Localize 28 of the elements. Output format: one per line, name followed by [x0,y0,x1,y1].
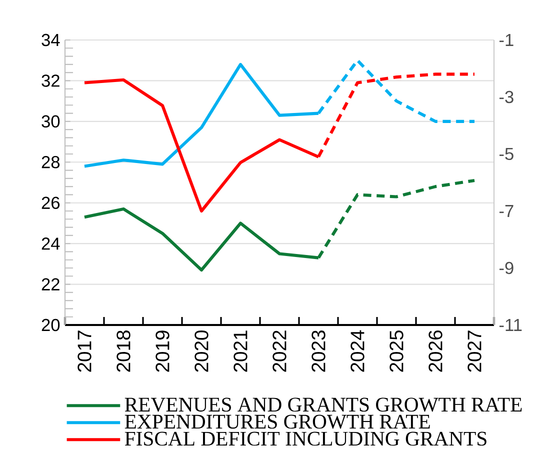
y2-tick-label: -3 [499,90,514,104]
y-tick-label: 22 [42,278,60,290]
x-tick-label: 2019 [156,330,170,372]
x-tick-label: 2024 [350,330,364,372]
legend-label: REVENUES AND GRANTS GROWTH RATE [124,398,522,412]
y-tick-label: 32 [42,74,60,87]
legend-label: EXPENDITURES GROWTH RATE [124,414,430,429]
y2-tick-label: -7 [499,205,514,217]
x-tick-label: 2018 [116,330,130,372]
x-tick-label: 2027 [468,330,482,372]
x-tick-label: 2026 [428,330,442,372]
y-tick-label: 34 [42,34,60,46]
y-tick-label: 30 [42,115,60,128]
x-tick-label: 2020 [194,330,208,372]
legend-label: FISCAL DEFICIT INCLUDING GRANTS [124,432,486,446]
x-tick-label: 2017 [78,330,92,372]
x-tick-label: 2021 [234,330,248,372]
y-tick-label: 28 [42,156,60,168]
x-tick-label: 2022 [272,330,286,372]
y-tick-label: 26 [42,196,60,209]
x-tick-label: 2023 [312,330,326,372]
x-tick-label: 2025 [390,330,404,372]
y2-tick-label: -11 [499,319,522,331]
y-tick-label: 24 [42,238,60,250]
y2-tick-label: -1 [499,34,514,46]
y-tick-label: 20 [42,318,60,332]
y2-tick-label: -5 [499,148,514,160]
y2-tick-label: -9 [499,262,514,274]
